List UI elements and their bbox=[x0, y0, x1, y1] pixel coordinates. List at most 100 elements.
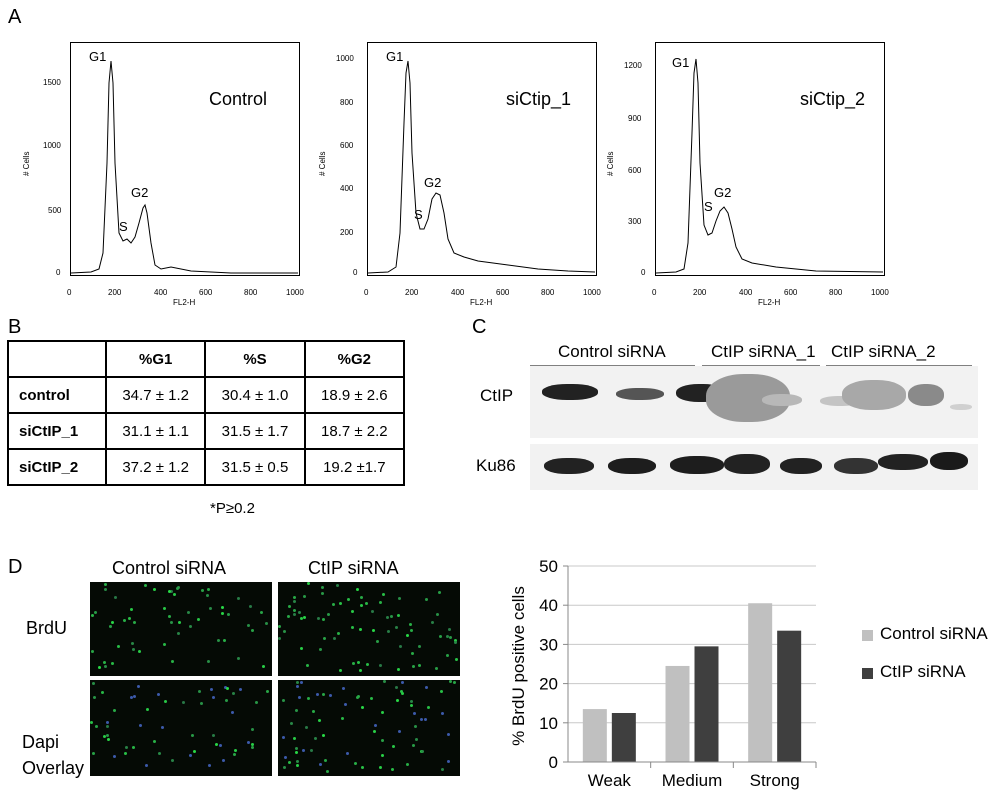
x-tick: 400 bbox=[451, 288, 465, 297]
cell-nucleus bbox=[412, 665, 415, 668]
cell-nucleus bbox=[359, 669, 362, 672]
cell-nucleus bbox=[370, 697, 373, 700]
brdu-bar-chart: 0 10 20 30 40 50 Weak Medium Strong % BrdU posit… bbox=[509, 558, 817, 790]
cell-nucleus bbox=[251, 743, 254, 746]
cell-nucleus bbox=[322, 618, 325, 621]
cell-nucleus bbox=[448, 628, 451, 631]
cell-nucleus bbox=[302, 749, 305, 752]
y-tick: 1500 bbox=[43, 78, 61, 87]
cell-nucleus bbox=[223, 639, 226, 642]
cell-nucleus bbox=[293, 737, 296, 740]
microscopy-row-label-dapi: Dapi bbox=[22, 732, 60, 752]
x-tick: 0 bbox=[364, 288, 369, 297]
cell-nucleus bbox=[352, 662, 355, 665]
cell-nucleus bbox=[420, 718, 423, 721]
table-cell: control bbox=[7, 376, 107, 414]
bar-strong-0 bbox=[748, 603, 773, 762]
cell-nucleus bbox=[278, 637, 281, 640]
cell-nucleus bbox=[449, 680, 452, 683]
cell-nucleus bbox=[117, 645, 120, 648]
cell-nucleus bbox=[239, 688, 242, 691]
cell-nucleus bbox=[379, 664, 382, 667]
cell-nucleus bbox=[104, 588, 107, 591]
cell-nucleus bbox=[376, 640, 379, 643]
cell-nucleus bbox=[106, 721, 109, 724]
cell-nucleus bbox=[178, 621, 181, 624]
cell-nucleus bbox=[123, 619, 126, 622]
cell-nucleus bbox=[168, 590, 171, 593]
cell-nucleus bbox=[356, 696, 359, 699]
cell-nucleus bbox=[232, 692, 235, 695]
blot-band bbox=[878, 454, 928, 470]
cell-nucleus bbox=[92, 752, 95, 755]
blot-band bbox=[608, 458, 656, 474]
table-cell: 34.7 ± 1.2 bbox=[104, 376, 207, 414]
cell-nucleus bbox=[397, 614, 400, 617]
cell-nucleus bbox=[319, 763, 322, 766]
cell-nucleus bbox=[298, 611, 301, 614]
cell-nucleus bbox=[300, 647, 303, 650]
cell-nucleus bbox=[103, 735, 106, 738]
cell-nucleus bbox=[222, 759, 225, 762]
cell-nucleus bbox=[381, 739, 384, 742]
cell-nucleus bbox=[249, 605, 252, 608]
legend-label: CtIP siRNA bbox=[880, 662, 966, 681]
cell-nucleus bbox=[329, 694, 332, 697]
table-header: %G1 bbox=[104, 340, 207, 378]
cell-nucleus bbox=[101, 691, 104, 694]
blot-group-label: CtIP siRNA_2 bbox=[831, 342, 936, 361]
cell-nucleus bbox=[351, 626, 354, 629]
cell-nucleus bbox=[310, 749, 313, 752]
x-tick: 1000 bbox=[871, 288, 889, 297]
table-cell: siCtIP_1 bbox=[7, 412, 107, 450]
peak-g1-label: G1 bbox=[89, 49, 107, 64]
chart-y-axis-label: % BrdU positive cells bbox=[509, 586, 528, 746]
cell-nucleus bbox=[336, 584, 339, 587]
cell-nucleus bbox=[379, 601, 382, 604]
legend-swatch-control bbox=[862, 630, 873, 641]
cell-nucleus bbox=[168, 615, 171, 618]
table-cell: siCtIP_2 bbox=[7, 448, 107, 486]
cell-nucleus bbox=[306, 664, 309, 667]
microscopy-column-label: CtIP siRNA bbox=[308, 558, 399, 578]
cell-nucleus bbox=[111, 662, 114, 665]
cell-nucleus bbox=[431, 621, 434, 624]
bar-medium-0 bbox=[665, 665, 690, 762]
cell-nucleus bbox=[440, 690, 443, 693]
blot-band bbox=[762, 394, 802, 406]
y-tick-label: 10 bbox=[539, 714, 558, 733]
cell-nucleus bbox=[322, 693, 325, 696]
cell-nucleus bbox=[414, 725, 417, 728]
cell-nucleus bbox=[398, 730, 401, 733]
cell-nucleus bbox=[425, 686, 428, 689]
histogram-curve bbox=[71, 60, 298, 274]
cell-nucleus bbox=[157, 693, 160, 696]
cell-nucleus bbox=[225, 699, 228, 702]
cell-nucleus bbox=[158, 752, 161, 755]
x-tick: 800 bbox=[829, 288, 843, 297]
cell-nucleus bbox=[233, 753, 236, 756]
cell-nucleus bbox=[382, 593, 385, 596]
cell-nucleus bbox=[296, 681, 299, 684]
table-cell: 31.5 ± 1.7 bbox=[204, 412, 306, 450]
histogram-curve bbox=[656, 58, 884, 274]
peak-s-label: S bbox=[704, 199, 713, 214]
blot-band bbox=[842, 380, 906, 410]
cell-nucleus bbox=[312, 710, 315, 713]
cell-nucleus bbox=[359, 628, 362, 631]
cell-nucleus bbox=[293, 600, 296, 603]
histogram-frame: Control G1 S G2 bbox=[70, 42, 300, 276]
cell-nucleus bbox=[341, 717, 344, 720]
cell-nucleus bbox=[262, 665, 265, 668]
cell-nucleus bbox=[234, 749, 237, 752]
cell-nucleus bbox=[398, 597, 401, 600]
cell-nucleus bbox=[104, 665, 107, 668]
table-header-row: %G1 %S %G2 bbox=[7, 340, 406, 378]
cell-nucleus bbox=[399, 645, 402, 648]
cell-nucleus bbox=[321, 586, 324, 589]
microscopy-image-overlay-ctip bbox=[278, 680, 460, 776]
cell-nucleus bbox=[197, 618, 200, 621]
cell-nucleus bbox=[247, 624, 250, 627]
cell-nucleus bbox=[260, 611, 263, 614]
cell-nucleus bbox=[91, 650, 94, 653]
